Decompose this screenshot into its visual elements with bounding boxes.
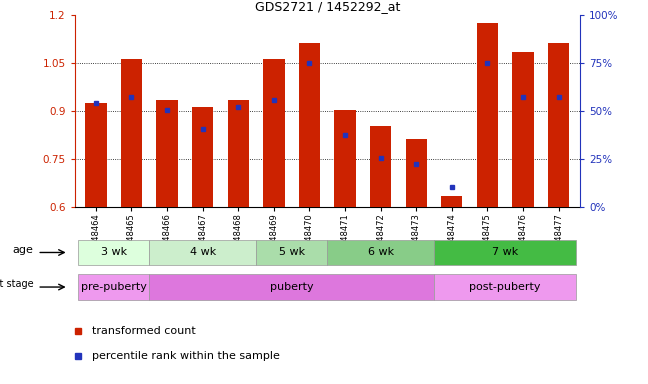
Bar bbox=[334, 110, 356, 207]
Text: transformed count: transformed count bbox=[92, 326, 196, 336]
Bar bbox=[441, 196, 463, 207]
Bar bbox=[548, 43, 570, 207]
Bar bbox=[406, 139, 427, 207]
Bar bbox=[299, 43, 320, 207]
Title: GDS2721 / 1452292_at: GDS2721 / 1452292_at bbox=[255, 0, 400, 13]
Bar bbox=[85, 103, 106, 207]
Text: 3 wk: 3 wk bbox=[100, 247, 127, 258]
Text: 7 wk: 7 wk bbox=[492, 247, 518, 258]
Bar bbox=[121, 59, 142, 207]
Bar bbox=[227, 100, 249, 207]
Bar bbox=[263, 59, 284, 207]
Text: 4 wk: 4 wk bbox=[189, 247, 216, 258]
Bar bbox=[327, 240, 434, 265]
Bar bbox=[149, 240, 256, 265]
Bar bbox=[513, 52, 534, 207]
Bar bbox=[78, 240, 149, 265]
Bar bbox=[78, 274, 149, 300]
Bar bbox=[434, 274, 577, 300]
Text: percentile rank within the sample: percentile rank within the sample bbox=[92, 351, 280, 361]
Text: development stage: development stage bbox=[0, 279, 34, 289]
Text: 6 wk: 6 wk bbox=[367, 247, 394, 258]
Text: puberty: puberty bbox=[270, 282, 314, 292]
Text: post-puberty: post-puberty bbox=[469, 282, 541, 292]
Bar bbox=[156, 100, 178, 207]
Bar bbox=[477, 23, 498, 207]
Bar bbox=[149, 274, 434, 300]
Text: pre-puberty: pre-puberty bbox=[81, 282, 146, 292]
Bar bbox=[192, 107, 213, 207]
Text: age: age bbox=[13, 245, 34, 255]
Bar bbox=[370, 126, 391, 207]
Bar bbox=[256, 240, 327, 265]
Text: 5 wk: 5 wk bbox=[279, 247, 305, 258]
Bar bbox=[434, 240, 577, 265]
